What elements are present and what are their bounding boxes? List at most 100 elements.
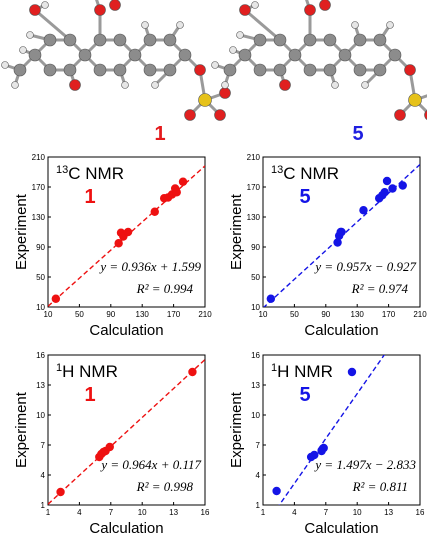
data-point	[272, 486, 281, 496]
y-tick-label: 10	[251, 411, 260, 420]
carbon-atom	[388, 48, 402, 62]
x-tick-label: 130	[351, 310, 365, 319]
oxygen-atom	[109, 0, 121, 11]
panel-title: 1H NMR	[56, 362, 118, 381]
hydrogen-atom	[26, 31, 34, 39]
y-tick-label: 130	[247, 213, 261, 222]
hydrogen-atom	[251, 1, 259, 9]
oxygen-atom	[214, 109, 226, 121]
x-tick-label: 1	[46, 508, 51, 517]
carbon-atom	[13, 63, 27, 77]
y-tick-label: 4	[256, 471, 261, 480]
x-tick-label: 170	[167, 310, 181, 319]
y-tick-label: 50	[251, 273, 260, 282]
r-squared: R² = 0.811	[352, 479, 408, 494]
carbon-atom	[238, 48, 252, 62]
data-point	[380, 188, 389, 197]
y-tick-label: 13	[36, 381, 45, 390]
hydrogen-atom	[141, 21, 149, 29]
hydrogen-atom	[221, 81, 229, 89]
chart-panel: 1 4 7 10 13 16 1 4 7 10 13 16 Calculation Experiment 1…	[228, 351, 425, 537]
nucleus-label: H NMR	[277, 362, 333, 381]
carbon-atom	[373, 63, 387, 77]
data-point	[178, 177, 188, 186]
nucleus-superscript: 1	[56, 362, 62, 374]
hydrogen-atom	[176, 21, 184, 29]
data-point	[337, 227, 346, 237]
y-tick-label: 13	[251, 381, 260, 390]
x-tick-label: 4	[77, 508, 82, 517]
oxygen-atom	[304, 4, 316, 16]
carbon-atom	[63, 33, 77, 47]
x-tick-label: 7	[109, 508, 114, 517]
hydrogen-atom	[386, 21, 394, 29]
y-tick-label: 7	[256, 441, 261, 450]
oxygen-atom	[194, 64, 206, 76]
y-tick-label: 50	[36, 273, 45, 282]
r-squared: R² = 0.998	[136, 479, 194, 494]
x-axis-title: Calculation	[304, 322, 378, 339]
molecule-1-label: 1	[154, 123, 165, 145]
data-point	[347, 367, 357, 377]
regression-line	[48, 359, 205, 505]
x-tick-label: 10	[353, 508, 362, 517]
x-axis-title: Calculation	[304, 520, 378, 537]
oxygen-atom	[69, 79, 81, 91]
compound-label: 5	[299, 186, 310, 208]
carbon-atom	[128, 48, 142, 62]
x-tick-label: 10	[44, 310, 53, 319]
carbon-atom	[323, 63, 337, 77]
molecule-5-label: 5	[352, 123, 363, 145]
x-tick-label: 16	[416, 508, 425, 517]
data-point	[382, 176, 392, 186]
x-tick-label: 7	[324, 508, 329, 517]
x-axis-title: Calculation	[89, 322, 163, 339]
y-axis-title: Experiment	[228, 193, 245, 270]
fit-equation: y = 0.964x + 0.117	[99, 457, 201, 472]
y-tick-label: 4	[41, 471, 46, 480]
oxygen-atom	[279, 79, 291, 91]
hydrogen-atom	[1, 61, 9, 69]
y-tick-label: 16	[251, 351, 260, 360]
y-axis-title: Experiment	[228, 391, 245, 468]
plot-frame	[47, 354, 206, 506]
sulfur-atom	[408, 93, 422, 107]
nucleus-label: C NMR	[68, 164, 124, 183]
carbon-atom	[303, 63, 317, 77]
nucleus-label: H NMR	[62, 362, 118, 381]
y-tick-label: 130	[32, 213, 46, 222]
plot-frame	[262, 354, 421, 506]
oxygen-atom	[239, 4, 251, 16]
panel-title: 13C NMR	[56, 164, 124, 183]
carbon-atom	[93, 33, 107, 47]
data-point	[150, 207, 159, 216]
hydrogen-atom	[351, 21, 359, 29]
oxygen-atom	[29, 4, 41, 16]
x-tick-label: 90	[321, 310, 330, 319]
carbon-atom	[338, 48, 352, 62]
plot-frame	[262, 156, 421, 308]
molecule-bond	[244, 8, 281, 42]
carbon-atom	[28, 48, 42, 62]
oxygen-atom	[319, 0, 331, 11]
hydrogen-atom	[331, 81, 339, 89]
carbon-atom	[78, 48, 92, 62]
data-point	[105, 442, 114, 452]
y-tick-label: 1	[256, 501, 261, 510]
carbon-atom	[113, 33, 127, 47]
nucleus-label: C NMR	[283, 164, 339, 183]
carbon-atom	[113, 63, 127, 77]
y-tick-label: 90	[251, 243, 260, 252]
x-tick-label: 10	[259, 310, 268, 319]
carbon-atom	[273, 63, 287, 77]
hydrogen-atom	[11, 81, 19, 89]
carbon-atom	[288, 48, 302, 62]
x-tick-label: 50	[290, 310, 299, 319]
carbon-atom	[143, 33, 157, 47]
compound-label: 5	[299, 384, 310, 406]
data-point	[123, 227, 133, 237]
fit-equation: y = 1.497x − 2.833	[313, 457, 416, 472]
data-point	[188, 367, 197, 377]
carbon-atom	[43, 33, 57, 47]
